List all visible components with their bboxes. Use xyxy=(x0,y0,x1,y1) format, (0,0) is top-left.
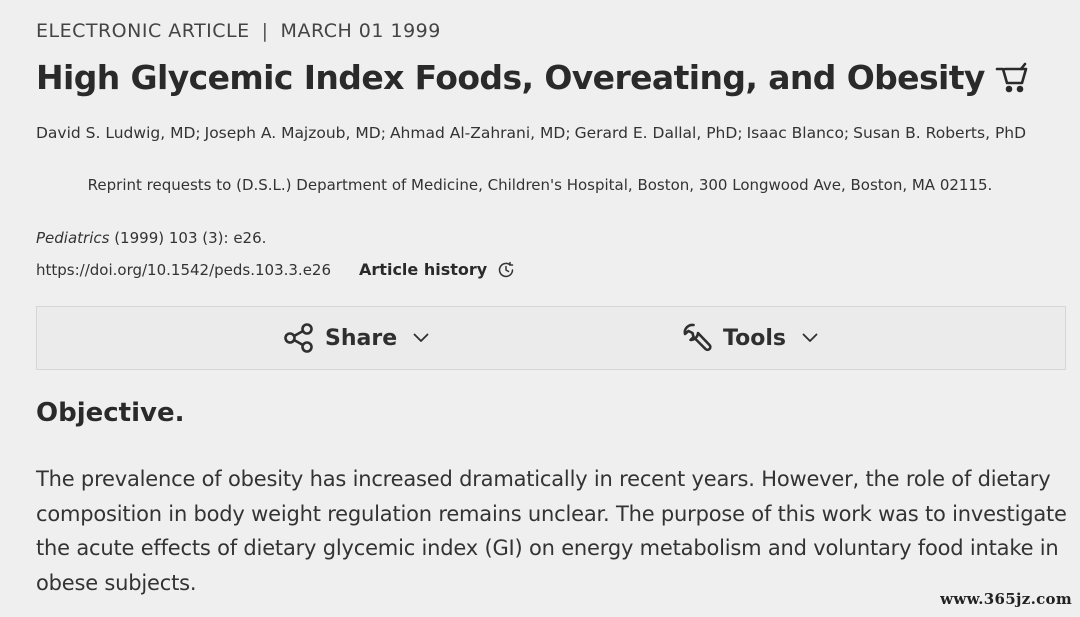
article-title-text: High Glycemic Index Foods, Overeating, a… xyxy=(36,58,985,97)
author-link[interactable]: Isaac Blanco xyxy=(746,124,844,142)
author-link[interactable]: David S. Ludwig, MD xyxy=(36,124,196,142)
doi-row: https://doi.org/10.1542/peds.103.3.e26 A… xyxy=(36,260,515,279)
share-label: Share xyxy=(325,325,398,351)
author-link[interactable]: Gerard E. Dallal, PhD xyxy=(574,124,738,142)
author-separator: ; xyxy=(195,124,201,142)
author-separator: ; xyxy=(843,124,850,142)
meta-separator: | xyxy=(261,20,269,42)
author-link[interactable]: Susan B. Roberts, PhD xyxy=(853,124,1027,142)
author-separator: ; xyxy=(565,124,571,142)
article-toolbar: Share Tools xyxy=(36,306,1066,370)
cart-icon[interactable] xyxy=(995,61,1029,95)
wrench-icon xyxy=(681,322,713,354)
author-separator: ; xyxy=(737,124,743,142)
objective-paragraph: The prevalence of obesity has increased … xyxy=(36,467,1067,595)
clock-history-icon xyxy=(497,261,515,279)
reprint-note: Reprint requests to (D.S.L.) Department … xyxy=(87,176,993,194)
citation: Pediatrics (1999) 103 (3): e26. xyxy=(36,229,266,247)
article-title: High Glycemic Index Foods, Overeating, a… xyxy=(36,58,1029,97)
chevron-down-icon xyxy=(413,333,429,343)
journal-name: Pediatrics xyxy=(36,229,110,247)
article-history-label: Article history xyxy=(359,260,488,279)
share-icon xyxy=(283,323,315,353)
author-separator: ; xyxy=(380,124,386,142)
section-heading-objective: Objective. xyxy=(36,398,185,428)
tools-button[interactable]: Tools xyxy=(681,307,818,369)
article-type: ELECTRONIC ARTICLE xyxy=(36,20,250,42)
article-history-button[interactable]: Article history xyxy=(359,260,515,279)
chevron-down-icon xyxy=(802,333,818,343)
author-link[interactable]: Joseph A. Majzoub, MD xyxy=(204,124,381,142)
site-watermark: www.365jz.com xyxy=(940,590,1072,608)
tools-label: Tools xyxy=(723,325,786,351)
publication-date: MARCH 01 1999 xyxy=(280,20,441,42)
share-button[interactable]: Share xyxy=(283,307,429,369)
article-meta: ELECTRONIC ARTICLE | MARCH 01 1999 xyxy=(36,20,441,42)
citation-details: (1999) 103 (3): e26. xyxy=(109,229,267,247)
author-list: David S. Ludwig, MD; Joseph A. Majzoub, … xyxy=(36,124,1026,142)
doi-link[interactable]: https://doi.org/10.1542/peds.103.3.e26 xyxy=(36,260,332,279)
author-link[interactable]: Ahmad Al-Zahrani, MD xyxy=(389,124,566,142)
